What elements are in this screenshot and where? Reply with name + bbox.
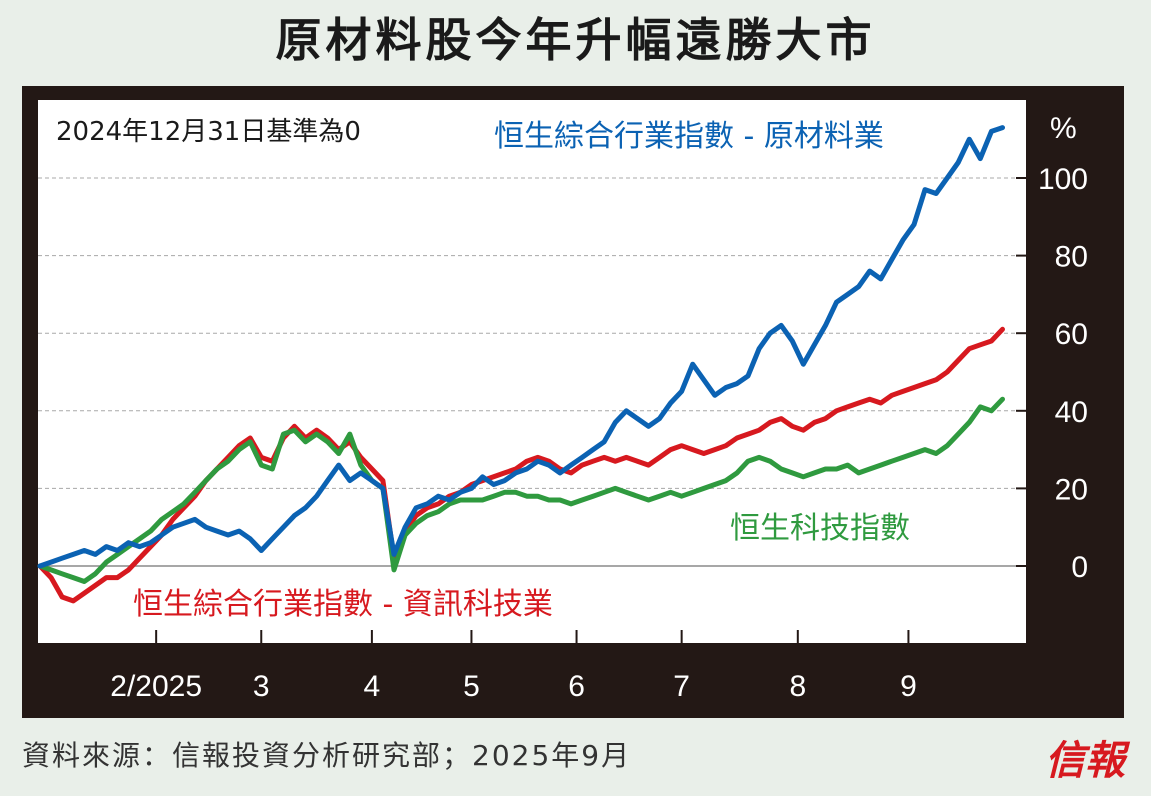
y-tick-label: 40 bbox=[1055, 396, 1088, 429]
y-unit-label: % bbox=[1050, 112, 1077, 145]
y-tick-label: 0 bbox=[1071, 551, 1088, 584]
series-line-2 bbox=[37, 396, 1005, 584]
plot-area bbox=[38, 100, 1026, 643]
y-axis: 0 20 40 60 80 100 bbox=[1016, 163, 1088, 584]
series-line-0 bbox=[37, 125, 1005, 569]
gridlines bbox=[38, 177, 1026, 567]
x-tick-label: 8 bbox=[789, 670, 806, 703]
series-lines bbox=[37, 125, 1005, 604]
y-tick-label: 20 bbox=[1055, 473, 1088, 506]
x-tick-label: 6 bbox=[568, 670, 585, 703]
y-tick-label: 100 bbox=[1038, 163, 1088, 196]
x-tick-label: 2/2025 bbox=[110, 670, 202, 703]
series-label-it: 恒生綜合行業指數 - 資訊科技業 bbox=[133, 587, 553, 622]
x-tick-label: 3 bbox=[253, 670, 270, 703]
x-tick-label: 9 bbox=[900, 670, 917, 703]
x-tick-label: 4 bbox=[364, 670, 381, 703]
y-tick-label: 80 bbox=[1055, 241, 1088, 274]
source-footer: 資料來源：信報投資分析研究部；2025年9月 bbox=[22, 739, 632, 772]
x-tick-label: 7 bbox=[673, 670, 690, 703]
chart-title: 原材料股今年升幅遠勝大市 bbox=[275, 13, 876, 67]
series-label-materials: 恒生綜合行業指數 - 原材料業 bbox=[494, 119, 884, 154]
y-tick-label: 60 bbox=[1055, 318, 1088, 351]
x-axis: 2/2025 3 4 5 6 7 8 9 bbox=[110, 630, 917, 703]
series-label-tech: 恒生科技指數 bbox=[730, 511, 910, 546]
x-tick-label: 5 bbox=[463, 670, 480, 703]
baseline-note: 2024年12月31日基準為0 bbox=[56, 117, 361, 147]
publisher-logo: 信報 bbox=[1045, 737, 1125, 784]
